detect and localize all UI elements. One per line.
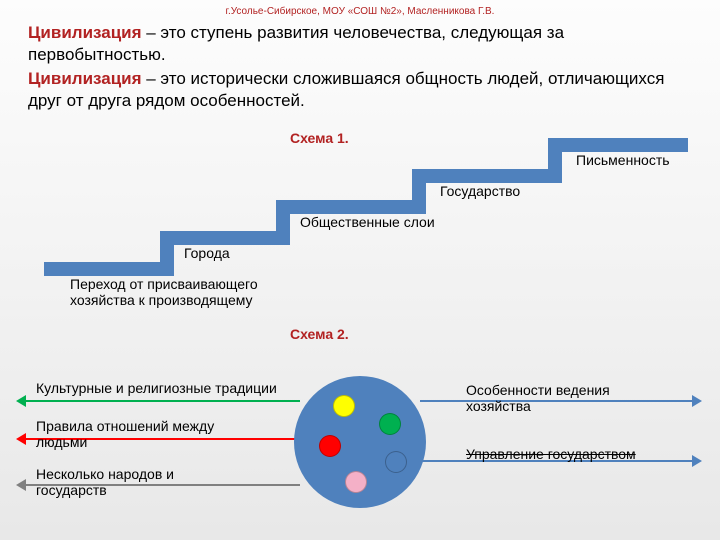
definition-word: Цивилизация — [28, 23, 142, 42]
definition-1: Цивилизация – это ступень развития челов… — [28, 22, 692, 66]
arrow-label-3: Несколько народов и государств — [36, 466, 236, 498]
schema2-title: Схема 2. — [290, 326, 349, 342]
definition-2: Цивилизация – это исторически сложившаяс… — [28, 68, 692, 112]
schema1-title: Схема 1. — [290, 130, 349, 146]
arrow-head-5 — [692, 455, 702, 467]
step-label-3: Общественные слои — [300, 214, 480, 230]
radial-dot-2 — [379, 413, 401, 435]
step-label-4: Государство — [440, 183, 590, 199]
step-tread-2 — [160, 231, 280, 245]
step-label-1: Переход от присваивающего хозяйства к пр… — [70, 276, 260, 308]
arrow-head-3 — [16, 479, 26, 491]
radial-dot-5 — [345, 471, 367, 493]
arrow-label-5: Управление государством — [466, 446, 646, 462]
arrow-label-2: Правила отношений между людьми — [36, 418, 256, 450]
arrow-head-4 — [692, 395, 702, 407]
arrow-head-1 — [16, 395, 26, 407]
arrow-label-4: Особенности ведения хозяйства — [466, 382, 666, 414]
step-tread-4 — [412, 169, 552, 183]
step-tread-1 — [44, 262, 164, 276]
step-tread-3 — [276, 200, 416, 214]
radial-dot-4 — [385, 451, 407, 473]
header-text: г.Усолье-Сибирское, МОУ «СОШ №2», Маслен… — [0, 6, 720, 17]
definition-word: Цивилизация — [28, 69, 142, 88]
arrow-line-1 — [18, 400, 300, 402]
step-label-2: Города — [184, 245, 274, 261]
arrow-label-1: Культурные и религиозные традиции — [36, 380, 286, 396]
radial-dot-1 — [333, 395, 355, 417]
step-tread-5 — [548, 138, 688, 152]
step-label-5: Письменность — [576, 152, 716, 168]
radial-dot-3 — [319, 435, 341, 457]
arrow-head-2 — [16, 433, 26, 445]
